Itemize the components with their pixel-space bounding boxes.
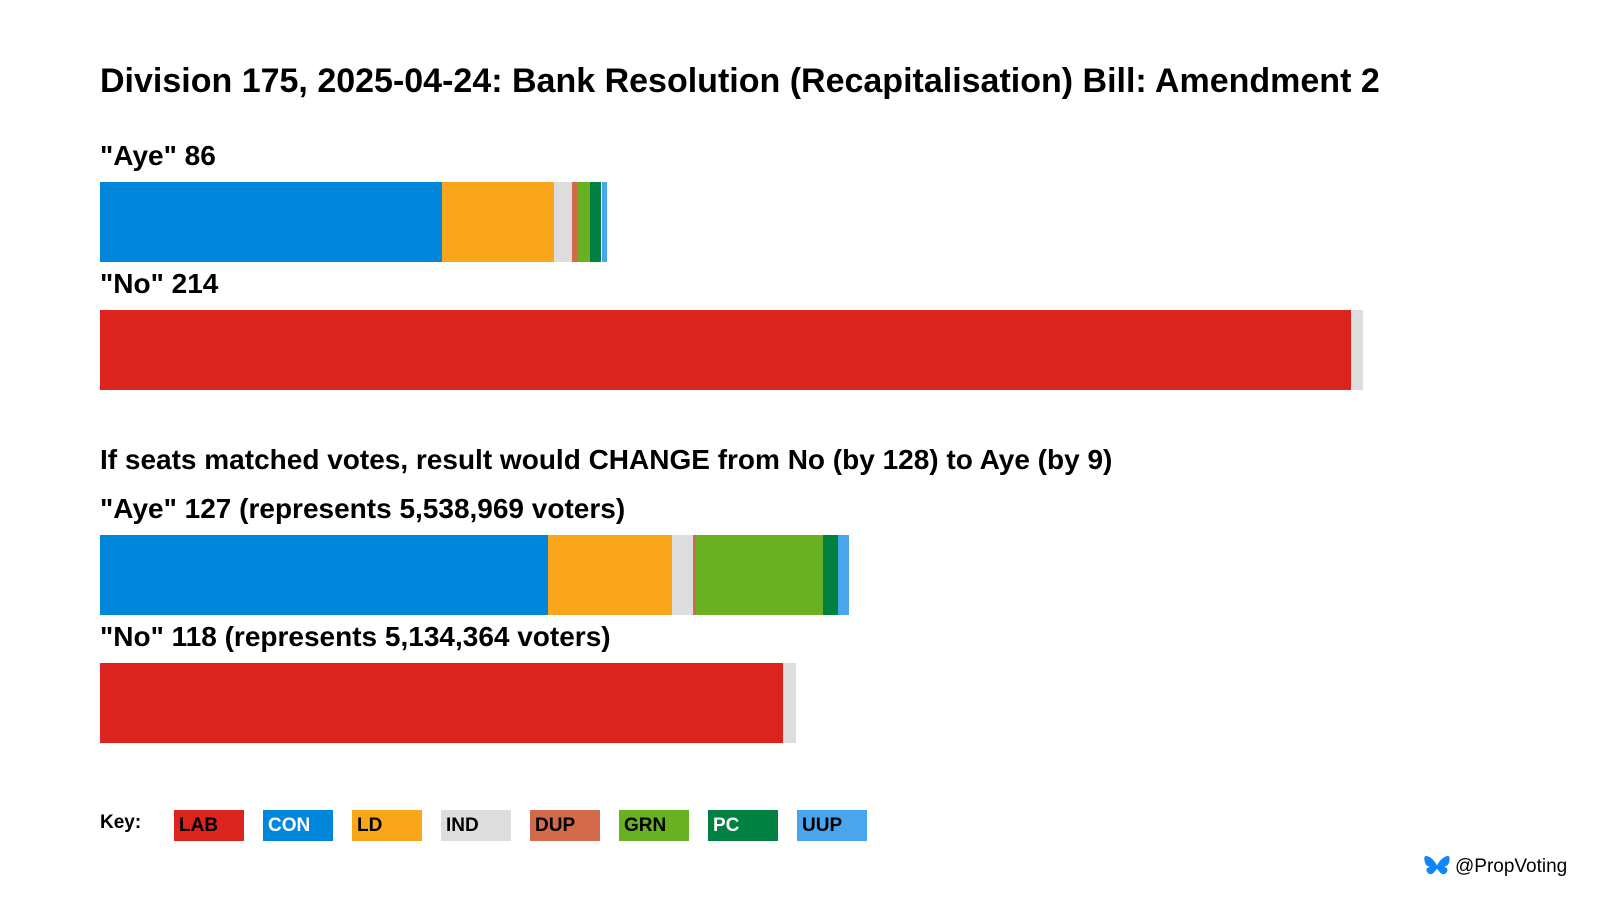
bar-label-proportional-aye: "Aye" 127 (represents 5,538,969 voters) bbox=[100, 493, 626, 524]
bar-segment-lab bbox=[100, 663, 783, 743]
legend-item-grn: GRN bbox=[619, 810, 689, 841]
legend-item-con: CON bbox=[263, 810, 333, 841]
legend-item-uup: UUP bbox=[797, 810, 867, 841]
bar-label-proportional-no: "No" 118 (represents 5,134,364 voters) bbox=[100, 621, 611, 652]
bar-segment-con bbox=[100, 182, 443, 262]
legend-item-dup: DUP bbox=[530, 810, 600, 841]
legend-item-lab: LAB bbox=[174, 810, 244, 841]
bar-segment-dup bbox=[572, 182, 578, 262]
legend-item-ind: IND bbox=[441, 810, 511, 841]
bar-segment-ind bbox=[782, 663, 797, 743]
bar-segment-pc bbox=[589, 182, 602, 262]
legend-item-pc: PC bbox=[708, 810, 778, 841]
bar-segment-dup bbox=[692, 535, 696, 615]
credit: @PropVoting bbox=[1424, 852, 1567, 882]
legend-item-ld: LD bbox=[352, 810, 422, 841]
bar-segment-uup bbox=[601, 182, 608, 262]
bar-segment-uup bbox=[837, 535, 850, 615]
bar-segment-pc bbox=[822, 535, 838, 615]
bar-segment-ind bbox=[554, 182, 572, 262]
credit-handle: @PropVoting bbox=[1455, 856, 1568, 877]
bar-label-actual-aye: "Aye" 86 bbox=[100, 140, 216, 171]
result-change-heading: If seats matched votes, result would CHA… bbox=[100, 444, 1113, 475]
butterfly-icon bbox=[1424, 855, 1450, 875]
bar-label-actual-no: "No" 214 bbox=[100, 268, 219, 299]
bar-segment-con bbox=[100, 535, 549, 615]
bar-segment-ld bbox=[548, 535, 673, 615]
bar-segment-ind bbox=[1350, 310, 1363, 390]
key-label: Key: bbox=[100, 812, 142, 833]
bar-segment-grn bbox=[695, 535, 823, 615]
bar-segment-lab bbox=[100, 310, 1351, 390]
bar-segment-grn bbox=[577, 182, 590, 262]
bar-segment-ld bbox=[442, 182, 555, 262]
chart-title: Division 175, 2025-04-24: Bank Resolutio… bbox=[100, 62, 1380, 100]
bar-segment-ind bbox=[672, 535, 693, 615]
